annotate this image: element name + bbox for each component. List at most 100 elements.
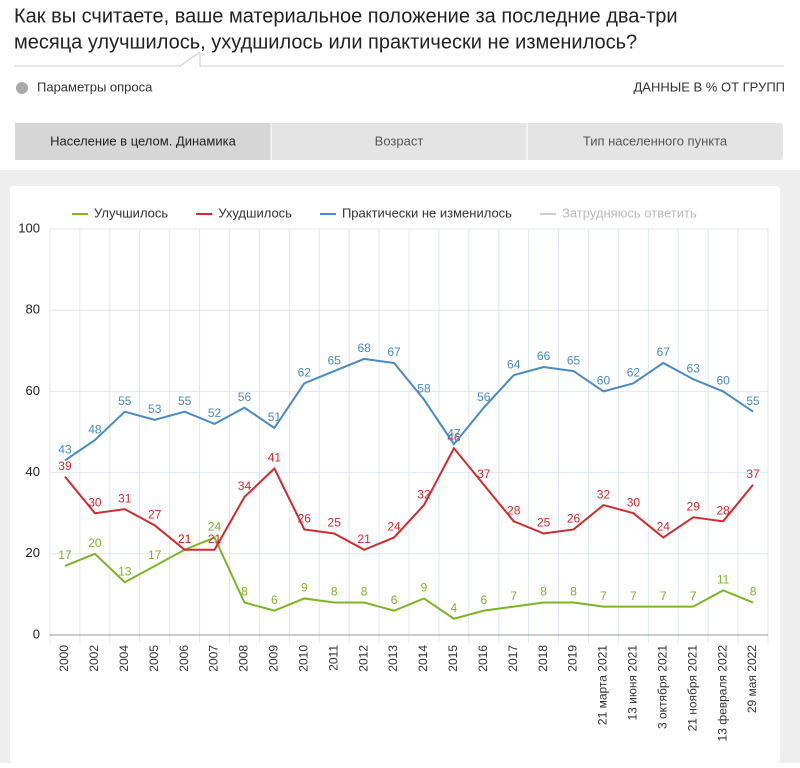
legend-label: Практически не изменилось xyxy=(342,205,512,220)
data-label: 67 xyxy=(657,345,671,359)
info-icon[interactable] xyxy=(16,82,28,94)
data-label: 6 xyxy=(271,593,278,607)
data-label: 21 xyxy=(208,532,222,546)
data-label: 62 xyxy=(627,365,641,379)
data-label: 6 xyxy=(391,593,398,607)
data-label: 64 xyxy=(507,357,521,371)
x-tick-label: 21 марта 2021 xyxy=(596,645,610,725)
data-label: 9 xyxy=(421,581,428,595)
x-tick-label: 2009 xyxy=(267,645,281,672)
data-label: 28 xyxy=(716,503,730,517)
data-label: 21 xyxy=(357,532,371,546)
data-label: 8 xyxy=(750,585,757,599)
y-tick-label: 0 xyxy=(33,626,40,641)
x-tick-label: 2017 xyxy=(506,645,520,672)
data-label: 24 xyxy=(387,520,401,534)
x-tick-label: 29 мая 2022 xyxy=(745,645,759,713)
data-label: 26 xyxy=(298,512,312,526)
tab[interactable]: Возраст xyxy=(375,133,424,148)
x-tick-label: 2002 xyxy=(87,645,101,672)
x-tick-label: 2006 xyxy=(177,645,191,672)
x-tick-label: 2012 xyxy=(356,645,370,672)
data-label: 28 xyxy=(507,503,521,517)
data-label: 68 xyxy=(357,341,371,355)
y-tick-label: 40 xyxy=(26,464,40,479)
data-label: 8 xyxy=(331,585,338,599)
data-label: 67 xyxy=(387,345,401,359)
data-label: 56 xyxy=(238,390,252,404)
tab[interactable]: Население в целом. Динамика xyxy=(50,133,236,148)
x-tick-label: 3 октября 2021 xyxy=(655,645,669,729)
data-label: 43 xyxy=(58,443,72,457)
data-label: 60 xyxy=(716,374,730,388)
data-label: 55 xyxy=(118,394,132,408)
tab-active[interactable] xyxy=(15,123,271,160)
data-label: 24 xyxy=(657,520,671,534)
x-tick-label: 2018 xyxy=(536,645,550,672)
data-label: 30 xyxy=(88,495,102,509)
x-tick-label: 2014 xyxy=(416,645,430,672)
x-tick-label: 2010 xyxy=(296,645,310,672)
data-label: 34 xyxy=(238,479,252,493)
data-label: 8 xyxy=(241,585,248,599)
units-note: ДАННЫЕ В % ОТ ГРУПП xyxy=(633,79,785,94)
data-label: 52 xyxy=(208,406,222,420)
series-line xyxy=(64,536,754,620)
data-label: 30 xyxy=(627,495,641,509)
data-label: 53 xyxy=(148,402,162,416)
legend-label: Ухудшилось xyxy=(218,205,292,220)
x-tick-label: 2016 xyxy=(476,645,490,672)
x-tick-label: 2019 xyxy=(566,645,580,672)
x-tick-label: 2015 xyxy=(446,645,460,672)
x-tick-label: 2005 xyxy=(147,645,161,672)
data-label: 20 xyxy=(88,536,102,550)
data-label: 13 xyxy=(118,564,132,578)
data-label: 60 xyxy=(597,374,611,388)
data-label: 58 xyxy=(417,382,431,396)
data-label: 66 xyxy=(537,349,551,363)
data-label: 55 xyxy=(746,394,760,408)
data-label: 17 xyxy=(58,548,72,562)
x-tick-label: 2008 xyxy=(237,645,251,672)
data-label: 62 xyxy=(298,365,312,379)
data-label: 11 xyxy=(717,573,730,587)
x-tick-label: 2011 xyxy=(326,645,340,671)
data-label: 7 xyxy=(690,589,697,603)
data-label: 6 xyxy=(480,593,487,607)
y-tick-label: 100 xyxy=(18,220,40,235)
y-tick-label: 80 xyxy=(26,302,40,317)
legend-label: Улучшилось xyxy=(94,205,168,220)
data-label: 7 xyxy=(630,589,637,603)
legend-label: Затрудняюсь ответить xyxy=(562,205,697,220)
data-label: 7 xyxy=(660,589,667,603)
data-label: 29 xyxy=(687,499,701,513)
data-label: 37 xyxy=(477,467,491,481)
series-line xyxy=(64,446,754,551)
data-label: 65 xyxy=(567,353,581,367)
params-link[interactable]: Параметры опроса xyxy=(37,79,153,94)
data-label: 21 xyxy=(178,532,192,546)
data-label: 63 xyxy=(687,361,701,375)
data-label: 32 xyxy=(417,487,431,501)
data-label: 41 xyxy=(268,451,282,465)
title: Как вы считаете, ваше материальное полож… xyxy=(14,5,678,27)
data-label: 21 xyxy=(178,532,192,546)
chart-card xyxy=(10,186,780,763)
data-label: 65 xyxy=(328,353,342,367)
data-label: 47 xyxy=(447,426,461,440)
tab[interactable]: Тип населенного пункта xyxy=(583,133,728,148)
data-label: 8 xyxy=(540,585,547,599)
x-tick-label: 13 июня 2021 xyxy=(626,645,640,721)
data-label: 55 xyxy=(178,394,192,408)
data-label: 7 xyxy=(600,589,607,603)
data-label: 8 xyxy=(570,585,577,599)
separator xyxy=(14,51,784,67)
x-tick-label: 2013 xyxy=(386,645,400,672)
y-tick-label: 60 xyxy=(26,383,40,398)
data-label: 37 xyxy=(746,467,760,481)
series-line xyxy=(64,357,754,462)
data-label: 32 xyxy=(597,487,611,501)
title: месяца улучшилось, ухудшилось или практи… xyxy=(14,31,637,53)
